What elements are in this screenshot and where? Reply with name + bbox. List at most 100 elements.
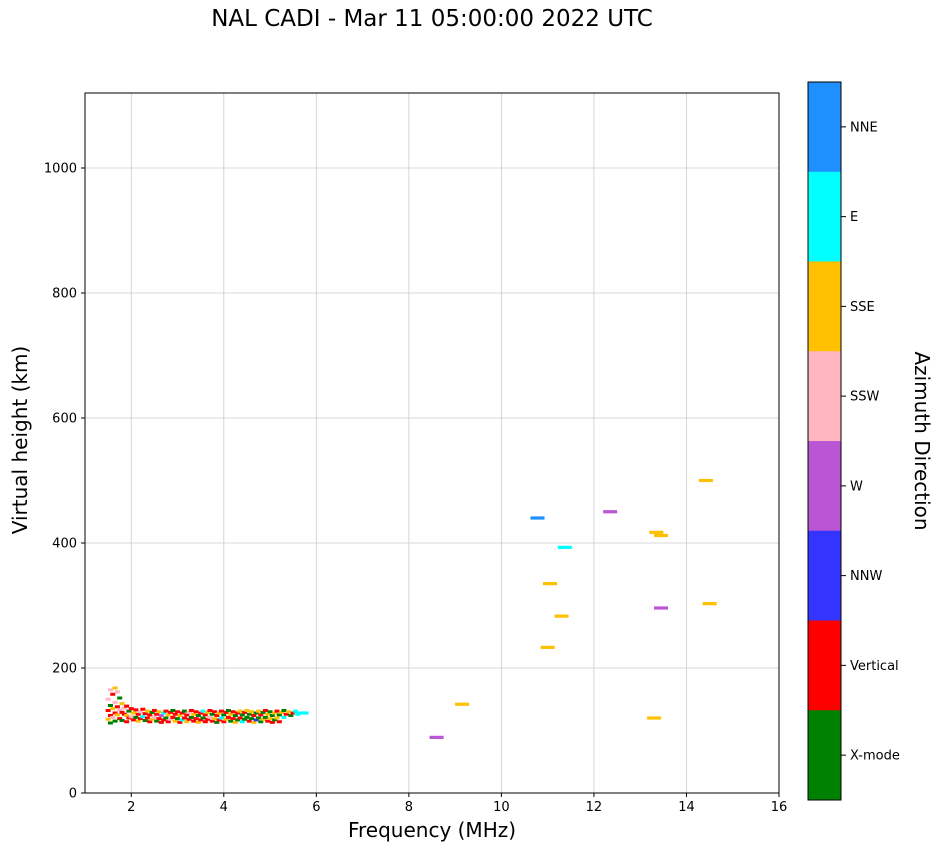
echo-point [256, 709, 261, 713]
echo-point [177, 714, 183, 717]
echo-point [128, 715, 134, 719]
echo-point [256, 716, 261, 720]
echo-point [105, 709, 111, 712]
echo-point [274, 716, 280, 720]
echo-point [228, 712, 234, 716]
y-axis-label: Virtual height (km) [8, 345, 32, 535]
echo-point [216, 718, 222, 722]
echo-point [175, 717, 181, 721]
echo-point [124, 704, 130, 708]
echo-point [121, 706, 127, 710]
echo-point [218, 716, 224, 720]
colorbar-tick-label: X-mode [850, 749, 900, 764]
echo-point [279, 710, 285, 714]
echo-point [142, 719, 148, 722]
colorbar-band-nne [808, 82, 841, 173]
echo-point [107, 688, 113, 692]
echo-point [212, 710, 218, 714]
echo-point [209, 712, 215, 716]
echo-point [253, 711, 259, 715]
x-tick-label: 12 [586, 800, 603, 815]
echo-point [147, 713, 153, 717]
echo-point [246, 719, 252, 723]
echo-point [223, 710, 229, 714]
echo-point [221, 720, 227, 724]
colorbar-band-w [808, 441, 841, 532]
plot-border [84, 92, 780, 794]
echo-point [112, 700, 118, 704]
echo-point [258, 713, 264, 717]
echo-point [107, 721, 113, 725]
echo-point [179, 711, 185, 715]
colorbar-band-e [808, 171, 841, 263]
x-axis-label: Frequency (MHz) [347, 818, 517, 842]
echo-point [147, 720, 153, 724]
echo-point [200, 716, 206, 720]
x-tick-label: 16 [771, 800, 788, 815]
echo-point [286, 710, 292, 714]
chart-title: NAL CADI - Mar 11 05:00:00 2022 UTC [211, 6, 653, 32]
echo-dash [455, 702, 470, 706]
colorbar-tick-label: W [850, 479, 863, 494]
echo-point [124, 714, 130, 717]
echo-point [117, 708, 123, 712]
echo-point [195, 720, 201, 724]
echo-point [165, 713, 171, 717]
echo-point [133, 715, 139, 719]
echo-point [205, 710, 211, 714]
echo-point [181, 716, 187, 720]
echo-point [110, 692, 116, 696]
colorbar-tick-label: E [850, 210, 858, 225]
echo-point [195, 714, 201, 717]
echo-point [149, 710, 155, 714]
echo-point [151, 715, 157, 719]
echo-point [149, 717, 155, 721]
x-tick-label: 8 [405, 800, 413, 815]
echo-point [272, 711, 278, 715]
echo-point [124, 720, 130, 724]
echo-point [181, 709, 187, 713]
echo-point [239, 713, 245, 717]
echo-point [249, 717, 255, 721]
echo-dash [557, 545, 572, 549]
echo-dash [603, 510, 618, 514]
echo-point [114, 690, 120, 694]
echo-point [235, 718, 241, 722]
echo-point [242, 717, 248, 721]
echo-point [170, 715, 176, 719]
echo-point [188, 709, 194, 712]
echo-dash [654, 533, 669, 538]
y-tick-label: 600 [52, 412, 77, 427]
echo-point [112, 686, 118, 690]
echo-point [163, 709, 169, 713]
echo-point [119, 710, 125, 714]
echo-point [267, 710, 273, 714]
echo-point [188, 715, 194, 719]
echo-point [156, 710, 162, 714]
echo-point [142, 712, 148, 716]
y-tick-label: 200 [52, 662, 77, 677]
colorbar-tick-label: SSE [850, 300, 875, 315]
echo-point [193, 717, 199, 721]
echo-point [119, 719, 125, 722]
echo-point [260, 710, 266, 714]
echo-point [112, 719, 118, 723]
echo-dash [429, 735, 444, 739]
echo-point [144, 709, 150, 713]
echo-point [140, 707, 146, 711]
echo-point [283, 712, 289, 716]
echo-point [214, 720, 220, 724]
echo-point [274, 709, 280, 713]
echo-point [209, 719, 215, 723]
echo-point [212, 717, 218, 721]
echo-point [105, 717, 111, 721]
echo-point [223, 717, 229, 721]
echo-point [251, 720, 257, 724]
x-tick-label: 14 [678, 800, 695, 815]
echo-point [175, 710, 181, 714]
y-tick-label: 800 [52, 287, 77, 302]
echo-point [161, 711, 167, 715]
echo-dash [294, 711, 309, 715]
echo-point [237, 709, 243, 713]
